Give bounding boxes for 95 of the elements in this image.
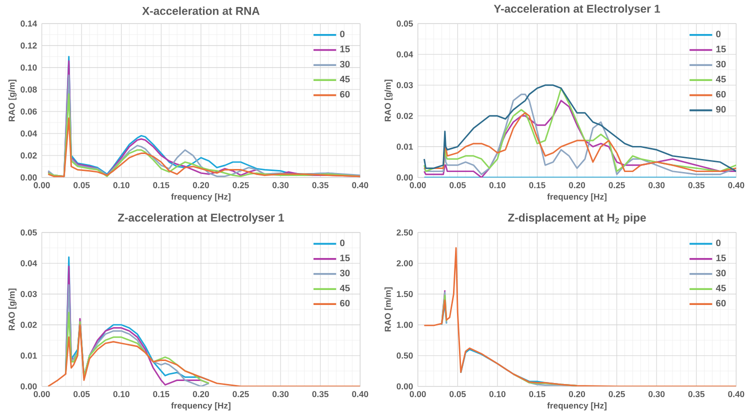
- x-tick-label: 0.05: [450, 182, 466, 188]
- y-tick-label: 0.00: [20, 383, 37, 390]
- y-tick-label: 0.14: [20, 20, 38, 27]
- x-tick-label: 0.40: [352, 182, 368, 188]
- chart-title: Y-acceleration at Electrolyser 1: [494, 4, 660, 15]
- legend-label: 45: [716, 284, 726, 292]
- x-tick-label: 0.40: [728, 182, 744, 188]
- x-tick-label: 0.30: [272, 390, 289, 398]
- chart-title: X-acceleration at RNA: [142, 6, 260, 15]
- y-tick-label: 0.01: [20, 352, 37, 359]
- x-tick-label: 0.25: [232, 390, 249, 398]
- legend-label: 15: [340, 254, 350, 262]
- y-axis-title: RAO [g/m]: [8, 80, 17, 122]
- legend-label: 60: [340, 90, 350, 98]
- y-tick-label: 0.03: [396, 82, 413, 88]
- y-tick-label: 0.02: [20, 152, 37, 158]
- x-tick-label: 0.30: [648, 390, 665, 398]
- y-tick-label: 1.00: [396, 322, 413, 328]
- legend-label: 0: [340, 30, 345, 38]
- y-tick-label: 0.00: [20, 174, 37, 180]
- legend-label: 0: [340, 240, 345, 246]
- y-axis-title: RAO [g/m]: [8, 288, 17, 330]
- x-tick-label: 0.30: [272, 182, 289, 188]
- y-tick-label: 0.05: [20, 229, 37, 236]
- x-tick-label: 0.10: [489, 182, 506, 188]
- chart-title: Z-acceleration at Electrolyser 1: [118, 213, 284, 224]
- legend-label: 60: [716, 90, 726, 98]
- legend-label: 15: [716, 254, 726, 262]
- x-tick-label: 0.15: [529, 182, 546, 188]
- legend-label: 30: [340, 270, 350, 276]
- y-tick-label: 1.50: [396, 290, 413, 298]
- y-tick-label: 0.12: [20, 42, 37, 49]
- legend-label: 30: [340, 60, 350, 68]
- legend-label: 45: [340, 76, 350, 82]
- legend-label: 15: [716, 46, 726, 52]
- y-tick-label: 0.04: [20, 130, 38, 136]
- x-tick-label: 0.15: [153, 390, 170, 398]
- x-tick-label: 0.25: [608, 390, 625, 398]
- legend-label: 45: [716, 76, 726, 82]
- x-axis-title: frequency [Hz]: [171, 193, 230, 202]
- legend-label: 30: [716, 270, 726, 276]
- x-tick-label: 0.25: [232, 182, 249, 188]
- y-tick-label: 0.00: [396, 383, 413, 390]
- x-tick-label: 0.35: [312, 182, 328, 188]
- chart-title: Z-displacement at H$_{2}$ pipe: [508, 213, 646, 224]
- x-tick-label: 0.20: [192, 182, 209, 188]
- x-tick-label: 0.15: [529, 390, 546, 398]
- x-tick-label: 0.05: [74, 182, 90, 188]
- x-tick-label: 0.00: [410, 182, 426, 188]
- y-tick-label: 0.05: [396, 20, 413, 27]
- y-tick-label: 0.08: [20, 86, 37, 92]
- x-tick-label: 0.40: [728, 390, 744, 398]
- y-tick-label: 0.04: [20, 260, 38, 266]
- y-tick-label: 0.02: [20, 322, 37, 328]
- x-tick-label: 0.35: [688, 390, 705, 398]
- legend-label: 60: [716, 300, 726, 306]
- x-tick-label: 0.10: [113, 390, 130, 398]
- y-tick-label: 0.06: [20, 108, 37, 114]
- x-tick-label: 0.15: [153, 182, 170, 188]
- legend-label: 30: [716, 60, 726, 68]
- x-tick-label: 0.05: [74, 390, 90, 398]
- x-axis-title: frequency [Hz]: [547, 402, 606, 410]
- y-tick-label: 0.02: [396, 112, 413, 119]
- y-tick-label: 2.00: [396, 260, 413, 266]
- x-tick-label: 0.00: [34, 182, 50, 188]
- x-axis-title: frequency [Hz]: [171, 402, 230, 410]
- legend-label: 90: [716, 106, 726, 113]
- x-tick-label: 0.20: [192, 390, 209, 398]
- y-tick-label: 0.10: [20, 64, 37, 71]
- x-tick-label: 0.00: [410, 390, 426, 398]
- y-tick-label: 0.03: [20, 290, 37, 298]
- y-tick-label: 0.50: [396, 352, 413, 359]
- legend-label: 60: [340, 300, 350, 306]
- legend-label: 0: [716, 240, 721, 246]
- y-axis-title: RAO [m/m]: [384, 287, 393, 332]
- y-tick-label: 2.50: [396, 229, 413, 236]
- x-tick-label: 0.35: [312, 390, 328, 398]
- x-tick-label: 0.35: [688, 182, 705, 188]
- y-axis-title: RAO [g/m]: [384, 80, 393, 122]
- x-tick-label: 0.10: [113, 182, 130, 188]
- x-tick-label: 0.05: [450, 390, 466, 398]
- x-tick-label: 0.25: [608, 182, 625, 188]
- legend-label: 15: [340, 46, 350, 52]
- y-tick-label: 0.04: [396, 51, 414, 58]
- legend-label: 0: [716, 30, 721, 38]
- x-tick-label: 0.10: [489, 390, 506, 398]
- y-tick-label: 0.01: [396, 144, 413, 150]
- x-tick-label: 0.40: [352, 390, 368, 398]
- x-tick-label: 0.30: [648, 182, 665, 188]
- x-axis-title: frequency [Hz]: [547, 193, 606, 202]
- y-tick-label: 0.00: [396, 174, 413, 180]
- x-tick-label: 0.00: [34, 390, 50, 398]
- x-tick-label: 0.20: [568, 182, 586, 188]
- x-tick-label: 0.20: [568, 390, 586, 398]
- legend-label: 45: [340, 284, 350, 292]
